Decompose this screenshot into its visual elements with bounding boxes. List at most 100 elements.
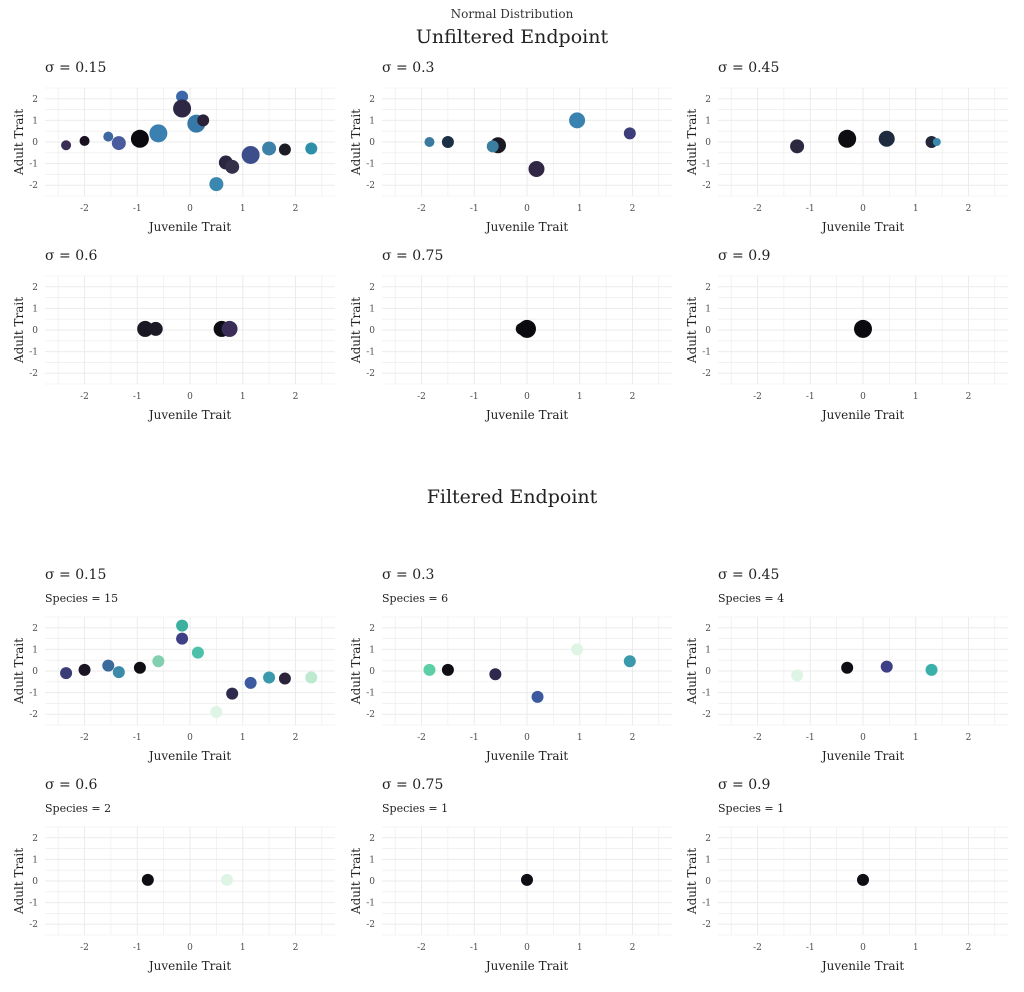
y-tick-label: 1 [32, 304, 38, 314]
chart-panel: σ = 0.45 Species = 4 -2 -1 0 1 2 -2 -1 0 1 2 Juvenil… [685, 567, 1008, 763]
data-point [423, 663, 436, 676]
x-tick-label: 1 [913, 392, 919, 402]
y-tick-label: -1 [366, 899, 375, 909]
y-tick-label: -2 [702, 920, 711, 930]
x-tick-label: -2 [417, 204, 426, 214]
data-point [854, 319, 872, 338]
panel-subtitle: Species = 15 [45, 592, 118, 605]
y-tick-label: 2 [369, 283, 375, 293]
x-tick-label: -2 [753, 392, 762, 402]
x-tick-label: 2 [293, 204, 299, 214]
x-axis-label: Juvenile Trait [147, 220, 231, 234]
data-point [130, 129, 149, 148]
y-axis-label: Adult Trait [12, 848, 26, 915]
y-axis-label: Adult Trait [685, 297, 699, 364]
y-tick-label: 1 [369, 855, 375, 865]
x-tick-label: 0 [524, 943, 530, 953]
panel-subtitle: Species = 4 [718, 592, 784, 605]
y-tick-label: -1 [29, 348, 38, 358]
y-tick-label: 0 [369, 667, 375, 677]
y-tick-label: -1 [366, 160, 375, 170]
data-point [141, 873, 154, 886]
x-tick-label: 0 [187, 943, 193, 953]
y-tick-label: -1 [702, 689, 711, 699]
x-tick-label: 2 [630, 733, 636, 743]
data-point [932, 138, 941, 146]
y-tick-label: 2 [705, 834, 711, 844]
y-tick-label: 1 [32, 116, 38, 126]
x-tick-label: 0 [860, 392, 866, 402]
y-tick-label: 0 [705, 138, 711, 148]
data-point [838, 129, 857, 148]
data-point [226, 687, 239, 700]
section-title-unfiltered: Unfiltered Endpoint [416, 26, 609, 48]
panel-title: σ = 0.45 [718, 567, 779, 583]
y-tick-label: -2 [366, 710, 375, 720]
panel-title: σ = 0.15 [45, 60, 106, 76]
x-tick-label: 1 [240, 392, 246, 402]
y-tick-label: -2 [29, 710, 38, 720]
y-tick-label: 1 [369, 304, 375, 314]
y-tick-label: 1 [705, 304, 711, 314]
y-tick-label: 0 [32, 138, 38, 148]
chart-panel: σ = 0.6 -2 -1 0 1 2 -2 -1 0 1 2 Juvenile Trait Adult… [12, 248, 335, 422]
x-tick-label: -1 [133, 733, 142, 743]
x-tick-label: 0 [524, 392, 530, 402]
x-tick-label: 1 [913, 204, 919, 214]
x-axis-label: Juvenile Trait [484, 220, 568, 234]
x-tick-label: 0 [187, 733, 193, 743]
x-axis-label: Juvenile Trait [147, 749, 231, 763]
y-tick-label: 0 [369, 326, 375, 336]
data-point [197, 114, 210, 127]
x-tick-label: -1 [806, 204, 815, 214]
data-point [623, 127, 636, 140]
data-point [210, 706, 223, 719]
data-point [133, 661, 146, 674]
y-tick-label: -2 [702, 369, 711, 379]
data-point [441, 136, 454, 148]
y-tick-label: 1 [369, 645, 375, 655]
y-tick-label: 2 [705, 624, 711, 634]
x-axis-label: Juvenile Trait [820, 220, 904, 234]
panel-title: σ = 0.6 [45, 248, 98, 264]
data-point [241, 145, 260, 164]
y-tick-label: -2 [702, 710, 711, 720]
data-point [278, 143, 291, 156]
x-tick-label: 0 [860, 943, 866, 953]
y-tick-label: 2 [705, 95, 711, 105]
x-tick-label: -2 [80, 733, 89, 743]
chart-panel: σ = 0.9 Species = 1 -2 -1 0 1 2 -2 -1 0 1 2 Juvenile… [685, 777, 1008, 973]
x-tick-label: -1 [806, 943, 815, 953]
x-tick-label: 1 [913, 943, 919, 953]
data-point [176, 90, 189, 103]
x-tick-label: 1 [577, 943, 583, 953]
y-tick-label: -2 [366, 369, 375, 379]
y-tick-label: -2 [366, 920, 375, 930]
x-tick-label: 1 [577, 392, 583, 402]
y-tick-label: 2 [369, 624, 375, 634]
x-tick-label: 2 [630, 943, 636, 953]
y-tick-label: -1 [29, 899, 38, 909]
x-tick-label: -1 [470, 204, 479, 214]
panel-title: σ = 0.9 [718, 248, 770, 264]
data-point [857, 873, 869, 886]
data-point [305, 142, 318, 155]
data-point [489, 668, 502, 681]
x-axis-label: Juvenile Trait [820, 408, 904, 422]
data-point [137, 320, 154, 337]
data-point [111, 136, 126, 151]
y-axis-label: Adult Trait [685, 638, 699, 705]
x-tick-label: -1 [133, 943, 142, 953]
y-tick-label: 1 [32, 645, 38, 655]
x-tick-label: 2 [293, 733, 299, 743]
y-axis-label: Adult Trait [349, 109, 363, 176]
y-axis-label: Adult Trait [349, 297, 363, 364]
data-point [791, 669, 804, 682]
data-point [244, 676, 257, 689]
panel-title: σ = 0.45 [718, 60, 779, 76]
data-point [571, 643, 584, 656]
x-tick-label: 0 [860, 204, 866, 214]
data-point [191, 646, 204, 659]
y-tick-label: 2 [705, 283, 711, 293]
panel-title: σ = 0.3 [382, 60, 434, 76]
